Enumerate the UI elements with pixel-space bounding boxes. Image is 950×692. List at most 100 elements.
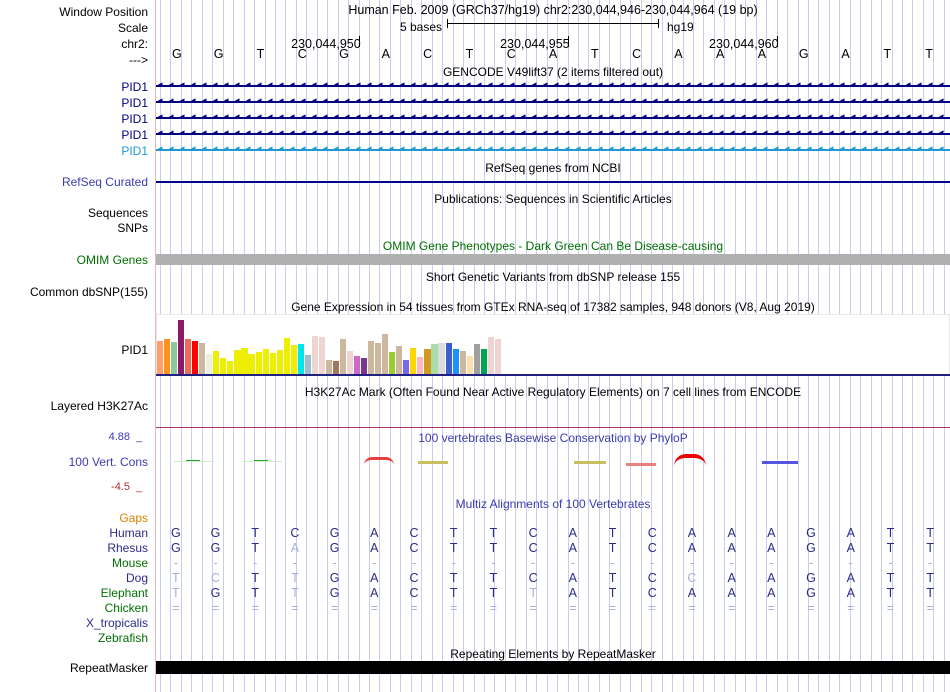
multiz-base: G <box>210 541 221 555</box>
gencode-transcript-row[interactable]: ◂ ◂ ◂ ◂ ◂ ◂ ◂ ◂ ◂ ◂ ◂ ◂ ◂ ◂ ◂ ◂ ◂ ◂ ◂ ◂ ◂ ◂ ◂ ◂ ◂ ◂ ◂ ◂ ◂ ◂ ◂ ◂ ◂ ◂ ◂ ◂ ◂ ◂ ◂ ◂… <box>156 96 950 108</box>
gtex-tissue-bar[interactable] <box>417 357 424 374</box>
multiz-base: T <box>172 586 180 600</box>
gtex-tissue-bar[interactable] <box>494 338 501 374</box>
publications-sequences-label[interactable]: Sequences <box>87 206 148 220</box>
common-dbsnp-label[interactable]: Common dbSNP(155) <box>29 285 148 299</box>
gtex-tissue-bar[interactable] <box>431 343 438 374</box>
refseq-curated-label[interactable]: RefSeq Curated <box>61 175 148 189</box>
gtex-tissue-bar[interactable] <box>487 336 494 374</box>
gtex-tissue-bar[interactable] <box>297 343 304 374</box>
omim-gene-bar[interactable] <box>156 254 950 265</box>
gtex-tissue-bar[interactable] <box>185 338 192 374</box>
gtex-gene-label[interactable]: PID1 <box>121 343 148 357</box>
strand-arrow-icon: ◂ <box>939 112 944 122</box>
gtex-tissue-bar[interactable] <box>192 340 199 374</box>
gtex-tissue-bar[interactable] <box>262 349 269 374</box>
gtex-tissue-bar[interactable] <box>375 342 382 374</box>
gtex-tissue-bar[interactable] <box>403 360 410 374</box>
multiz-species-label[interactable]: Elephant <box>100 586 148 600</box>
gtex-tissue-bar[interactable] <box>290 344 297 374</box>
gtex-expression-bars[interactable] <box>157 314 949 374</box>
publications-snps-label[interactable]: SNPs <box>117 221 148 235</box>
strand-arrow-icon: ◂ <box>356 144 361 154</box>
gtex-tissue-bar[interactable] <box>171 341 178 374</box>
gtex-tissue-bar[interactable] <box>459 351 466 374</box>
gtex-tissue-bar[interactable] <box>311 335 318 374</box>
gtex-tissue-bar[interactable] <box>354 356 361 374</box>
layered-h3k27ac-label[interactable]: Layered H3K27Ac <box>50 399 148 413</box>
gtex-tissue-bar[interactable] <box>445 342 452 374</box>
strand-arrow-icon: ◂ <box>763 112 768 122</box>
gtex-tissue-bar[interactable] <box>382 333 389 374</box>
strand-arrow-icon: ◂ <box>191 96 196 106</box>
gtex-tissue-bar[interactable] <box>438 342 445 374</box>
gtex-tissue-bar[interactable] <box>213 351 220 374</box>
gtex-tissue-bar[interactable] <box>389 352 396 374</box>
gencode-row-label[interactable]: PID1 <box>121 112 148 126</box>
repeatmasker-label[interactable]: RepeatMasker <box>69 661 148 675</box>
gencode-row-label[interactable]: PID1 <box>121 144 148 158</box>
strand-arrow-icon: ◂ <box>323 144 328 154</box>
gtex-tissue-bar[interactable] <box>452 349 459 374</box>
gtex-tissue-bar[interactable] <box>480 349 487 374</box>
gtex-tissue-bar[interactable] <box>178 319 185 374</box>
gencode-transcript-row[interactable]: ◂ ◂ ◂ ◂ ◂ ◂ ◂ ◂ ◂ ◂ ◂ ◂ ◂ ◂ ◂ ◂ ◂ ◂ ◂ ◂ ◂ ◂ ◂ ◂ ◂ ◂ ◂ ◂ ◂ ◂ ◂ ◂ ◂ ◂ ◂ ◂ ◂ ◂ ◂ ◂… <box>156 112 950 124</box>
gtex-tissue-bar[interactable] <box>269 353 276 374</box>
multiz-species-label[interactable]: Human <box>109 526 148 540</box>
gtex-tissue-bar[interactable] <box>332 361 340 374</box>
gencode-row-label[interactable]: PID1 <box>121 96 148 110</box>
gtex-tissue-bar[interactable] <box>234 350 241 374</box>
gtex-tissue-bar[interactable] <box>157 340 164 374</box>
strand-arrow-icon: ◂ <box>884 128 889 138</box>
strand-arrow-icon: ◂ <box>697 112 702 122</box>
gtex-tissue-bar[interactable] <box>276 350 283 374</box>
gaps-label[interactable]: Gaps <box>119 511 148 525</box>
gtex-tissue-bar[interactable] <box>283 337 290 374</box>
repeatmasker-feature-bar[interactable] <box>156 661 950 674</box>
multiz-species-label[interactable]: X_tropicalis <box>85 616 148 630</box>
multiz-species-label[interactable]: Rhesus <box>107 541 148 555</box>
multiz-species-label[interactable]: Dog <box>125 571 148 585</box>
gtex-tissue-bar[interactable] <box>255 352 262 374</box>
conservation-label[interactable]: 100 Vert. Cons <box>68 455 148 469</box>
refseq-curated-feature[interactable] <box>156 181 950 183</box>
multiz-species-label[interactable]: Zebrafish <box>97 631 148 645</box>
omim-genes-label[interactable]: OMIM Genes <box>76 253 148 267</box>
gtex-tissue-bar[interactable] <box>347 351 354 374</box>
strand-arrow-icon: ◂ <box>807 128 812 138</box>
gtex-tissue-bar[interactable] <box>339 338 347 374</box>
gtex-tissue-bar[interactable] <box>206 354 213 374</box>
gtex-tissue-bar[interactable] <box>227 361 234 374</box>
strand-arrow-icon: ◂ <box>235 112 240 122</box>
gtex-tissue-bar[interactable] <box>248 354 255 374</box>
gencode-transcript-row[interactable]: ◂ ◂ ◂ ◂ ◂ ◂ ◂ ◂ ◂ ◂ ◂ ◂ ◂ ◂ ◂ ◂ ◂ ◂ ◂ ◂ ◂ ◂ ◂ ◂ ◂ ◂ ◂ ◂ ◂ ◂ ◂ ◂ ◂ ◂ ◂ ◂ ◂ ◂ ◂ ◂… <box>156 144 950 156</box>
gtex-tissue-bar[interactable] <box>396 345 403 374</box>
strand-arrow-icon: ◂ <box>158 128 163 138</box>
gencode-transcript-row[interactable]: ◂ ◂ ◂ ◂ ◂ ◂ ◂ ◂ ◂ ◂ ◂ ◂ ◂ ◂ ◂ ◂ ◂ ◂ ◂ ◂ ◂ ◂ ◂ ◂ ◂ ◂ ◂ ◂ ◂ ◂ ◂ ◂ ◂ ◂ ◂ ◂ ◂ ◂ ◂ ◂… <box>156 80 950 92</box>
strand-arrow-icon: ◂ <box>191 80 196 90</box>
gtex-tissue-bar[interactable] <box>220 358 227 374</box>
gtex-tissue-bar[interactable] <box>466 356 473 374</box>
gtex-tissue-bar[interactable] <box>473 343 480 374</box>
gtex-tissue-bar[interactable] <box>410 348 417 374</box>
gtex-tissue-bar[interactable] <box>318 336 325 374</box>
gtex-tissue-bar[interactable] <box>424 349 431 374</box>
gtex-tissue-bar[interactable] <box>304 355 311 374</box>
gtex-tissue-bar[interactable] <box>368 340 375 374</box>
gencode-row-label[interactable]: PID1 <box>121 128 148 142</box>
multiz-species-label[interactable]: Chicken <box>104 601 148 615</box>
strand-arrow-icon: ◂ <box>367 96 372 106</box>
strand-arrow-icon: ◂ <box>279 128 284 138</box>
gencode-row-label[interactable]: PID1 <box>121 80 148 94</box>
strand-arrow-icon: ◂ <box>257 112 262 122</box>
gtex-tissue-bar[interactable] <box>164 338 171 374</box>
gtex-tissue-bar[interactable] <box>325 360 332 374</box>
multiz-species-label[interactable]: Mouse <box>111 556 148 570</box>
gencode-transcript-row[interactable]: ◂ ◂ ◂ ◂ ◂ ◂ ◂ ◂ ◂ ◂ ◂ ◂ ◂ ◂ ◂ ◂ ◂ ◂ ◂ ◂ ◂ ◂ ◂ ◂ ◂ ◂ ◂ ◂ ◂ ◂ ◂ ◂ ◂ ◂ ◂ ◂ ◂ ◂ ◂ ◂… <box>156 128 950 140</box>
strand-arrow-icon: ◂ <box>873 80 878 90</box>
gtex-tissue-bar[interactable] <box>361 358 368 374</box>
gtex-tissue-bar[interactable] <box>241 348 248 374</box>
gtex-tissue-bar[interactable] <box>529 367 537 374</box>
phylop-conservation-plot[interactable] <box>156 430 950 490</box>
gtex-tissue-bar[interactable] <box>199 342 206 374</box>
